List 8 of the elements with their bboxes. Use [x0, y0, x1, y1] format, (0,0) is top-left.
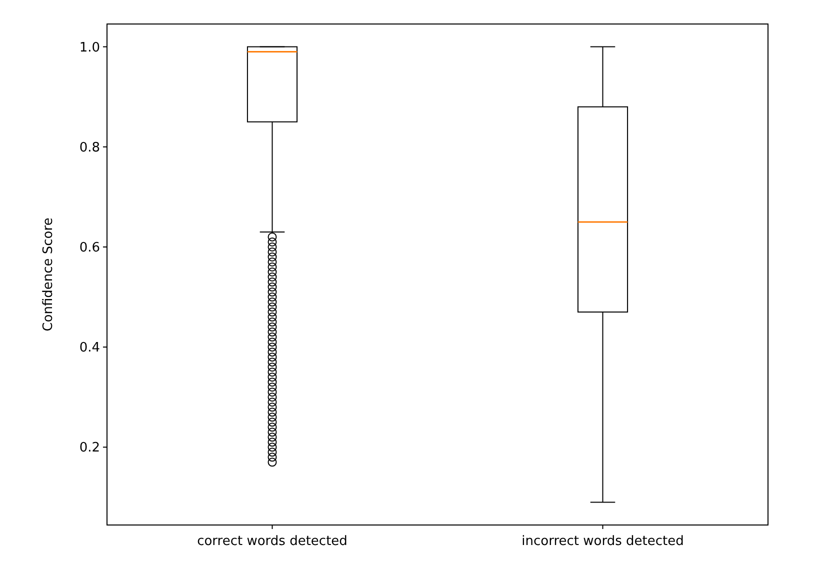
y-tick-label: 1.0: [79, 40, 100, 56]
y-tick-label: 0.4: [79, 340, 100, 356]
y-tick-label: 0.2: [79, 440, 100, 456]
x-tick-label: incorrect words detected: [522, 534, 684, 549]
y-tick-label: 0.6: [79, 240, 100, 256]
x-tick-label: correct words detected: [197, 534, 348, 549]
y-axis-title: Confidence Score: [41, 218, 56, 332]
y-tick-label: 0.8: [79, 140, 100, 156]
